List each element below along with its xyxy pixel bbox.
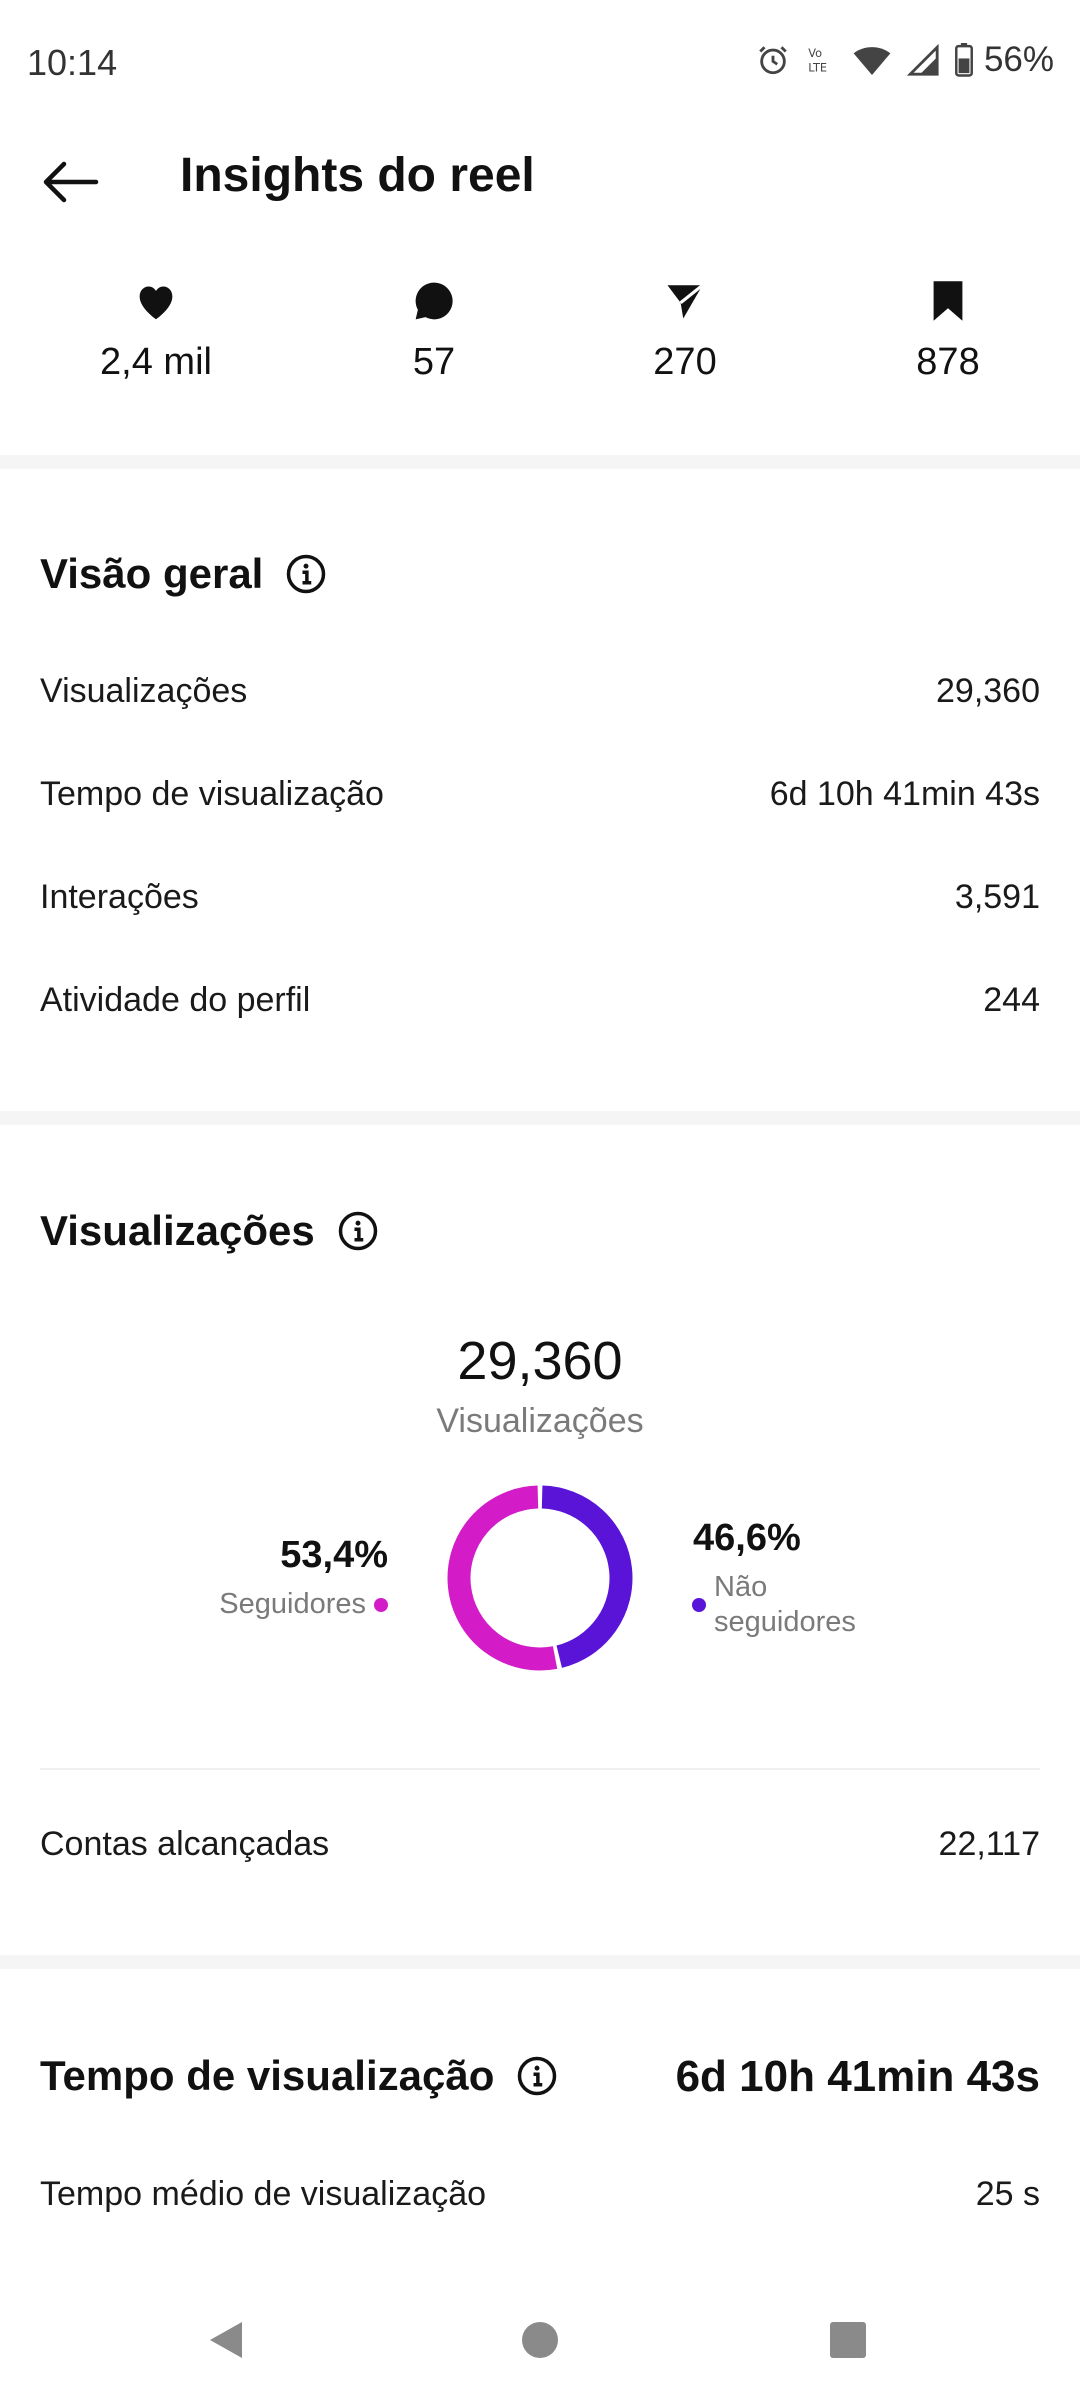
views-title: Visualizações	[40, 1207, 379, 1255]
likes-stat: 2,4 mil	[56, 275, 256, 384]
wifi-icon	[852, 43, 892, 77]
overview-row-interactions: Interações 3,591	[40, 878, 1040, 917]
info-icon[interactable]	[516, 2055, 558, 2097]
back-triangle-icon	[210, 2322, 242, 2358]
back-button[interactable]	[38, 150, 102, 214]
row-label: Interações	[40, 878, 199, 916]
svg-text:Vo: Vo	[808, 46, 822, 60]
row-value: 3,591	[954, 878, 1040, 916]
watch-time-title: Tempo de visualização	[40, 2052, 558, 2100]
donut-slice-non-followers	[541, 1485, 633, 1668]
watch-time-title-text: Tempo de visualização	[40, 2052, 495, 2099]
overview-row-watch-time: Tempo de visualização 6d 10h 41min 43s	[40, 775, 1040, 814]
overview-title: Visão geral	[40, 550, 327, 598]
row-value: 25 s	[975, 2175, 1040, 2213]
average-watch-time-row: Tempo médio de visualização 25 s	[40, 2175, 1040, 2214]
volte-icon: Vo LTE	[804, 43, 838, 77]
system-nav-bar	[0, 2280, 1080, 2400]
nav-home-button[interactable]	[510, 2310, 570, 2370]
recents-square-icon	[830, 2322, 866, 2358]
saves-stat: 878	[848, 275, 1048, 384]
row-label: Tempo de visualização	[40, 775, 384, 813]
accounts-reached-row: Contas alcançadas 22,117	[40, 1825, 1040, 1864]
battery-icon	[954, 43, 974, 77]
thin-divider	[40, 1768, 1040, 1770]
comments-count: 57	[412, 341, 456, 383]
app-header: Insights do reel	[0, 120, 1080, 240]
shares-count: 270	[653, 341, 717, 383]
non-followers-percent: 46,6%	[693, 1517, 801, 1559]
views-total: 29,360	[457, 1331, 623, 1391]
followers-percent: 53,4%	[280, 1534, 388, 1576]
row-value: 6d 10h 41min 43s	[769, 775, 1040, 813]
followers-label: Seguidores	[219, 1588, 366, 1620]
followers-dot	[374, 1598, 388, 1612]
alarm-icon	[756, 43, 790, 77]
row-value: 244	[983, 981, 1040, 1019]
row-label: Contas alcançadas	[40, 1825, 330, 1863]
info-icon[interactable]	[285, 553, 327, 595]
engagement-stats: 2,4 mil 57 270 878	[0, 275, 1080, 425]
nav-recents-button[interactable]	[818, 2310, 878, 2370]
watch-time-total: 6d 10h 41min 43s	[675, 2052, 1040, 2101]
views-donut-chart	[447, 1485, 633, 1671]
section-divider	[0, 1111, 1080, 1125]
non-followers-dot	[692, 1598, 706, 1612]
row-value: 22,117	[938, 1825, 1040, 1863]
svg-text:LTE: LTE	[808, 60, 827, 74]
section-divider	[0, 455, 1080, 469]
info-icon[interactable]	[337, 1210, 379, 1252]
likes-count: 2,4 mil	[100, 341, 212, 383]
comments-stat: 57	[334, 275, 534, 384]
non-followers-label-line1: Não	[714, 1571, 768, 1603]
non-followers-legend: Não seguidores	[692, 1570, 856, 1640]
views-total-label: Visualizações	[436, 1402, 644, 1440]
views-title-text: Visualizações	[40, 1207, 315, 1254]
bookmark-icon	[933, 281, 963, 321]
comment-icon	[415, 282, 453, 320]
overview-row-views: Visualizações 29,360	[40, 672, 1040, 711]
status-bar: 10:14 Vo LTE 56%	[0, 0, 1080, 120]
section-divider	[0, 1955, 1080, 1969]
nav-back-button[interactable]	[196, 2310, 256, 2370]
arrow-left-icon	[43, 161, 99, 203]
donut-slice-followers	[447, 1485, 558, 1671]
status-icons: Vo LTE 56%	[756, 40, 1054, 80]
followers-legend: Seguidores	[160, 1588, 388, 1621]
shares-stat: 270	[585, 275, 785, 384]
signal-icon	[906, 43, 940, 77]
share-icon	[667, 284, 704, 319]
status-time: 10:14	[27, 42, 118, 83]
row-label: Atividade do perfil	[40, 981, 311, 1019]
non-followers-label-line2: seguidores	[714, 1606, 856, 1638]
row-label: Tempo médio de visualização	[40, 2175, 487, 2213]
row-value: 29,360	[936, 672, 1040, 710]
page-title: Insights do reel	[180, 149, 535, 202]
saves-count: 878	[916, 341, 980, 383]
battery-percent: 56%	[983, 40, 1054, 79]
overview-title-text: Visão geral	[40, 550, 264, 597]
overview-row-profile-activity: Atividade do perfil 244	[40, 981, 1040, 1020]
home-circle-icon	[522, 2322, 558, 2358]
row-label: Visualizações	[40, 672, 248, 710]
heart-icon	[139, 286, 173, 320]
